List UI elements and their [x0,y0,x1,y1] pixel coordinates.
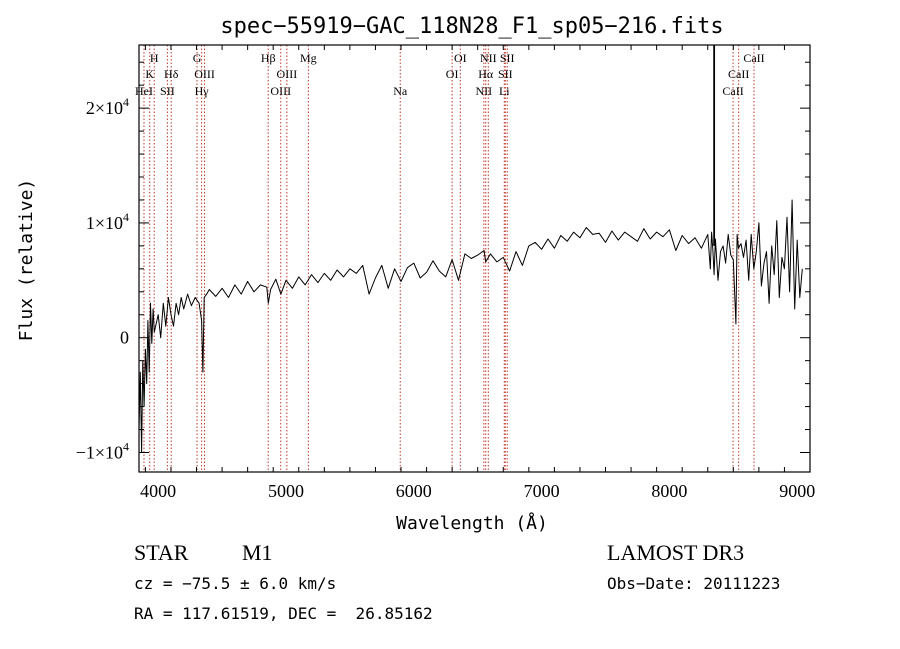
emission-line-label: OI [454,51,467,65]
emission-line-label: NII [475,84,492,98]
emission-line-label: OIII [270,84,291,98]
emission-line-label: CaII [722,84,743,98]
x-tick-label: 7000 [524,481,560,501]
emission-line-label: HeI [135,84,153,98]
x-axis-label: Wavelength (Å) [396,512,548,534]
emission-line-label: CaII [728,67,749,81]
emission-line-label: Na [393,84,408,98]
x-tick-label: 8000 [651,481,687,501]
redshift-text: cz = −75.5 ± 6.0 km/s [134,574,337,593]
y-tick-label: 1×104 [86,210,129,233]
emission-line-label: SII [160,84,175,98]
emission-line-label: Hβ [261,51,276,65]
emission-line-label: OIII [277,67,298,81]
object-class: STAR [134,540,189,565]
x-tick-label: 5000 [268,481,304,501]
emission-line-label: SII [500,51,515,65]
emission-line-markers [143,45,755,472]
y-tick-mantissa: 1×10 [86,213,123,233]
emission-line-label: Li [499,84,510,98]
object-subclass: M1 [242,540,273,565]
emission-line-label: Hα [478,67,494,81]
emission-line-label: CaII [743,51,764,65]
y-tick-label: 0 [120,328,129,348]
axis-ticks: 4000 5000 6000 7000 8000 9000−1×10401×1042×10… [76,45,815,501]
y-tick-mantissa: −1×10 [76,442,123,462]
y-tick-mantissa: 2×10 [86,98,123,118]
y-tick-exponent: 4 [123,95,129,109]
emission-line-label: OI [446,67,459,81]
spectrum-line [138,199,803,453]
emission-line-label: H [150,51,159,65]
y-tick-mantissa: 0 [120,328,129,348]
emission-line-label: K [145,67,154,81]
plot-frame [138,44,811,473]
emission-line-label: SII [498,67,513,81]
emission-line-label: Hδ [164,67,179,81]
x-tick-label: 4000 [140,481,176,501]
y-tick-exponent: 4 [123,439,129,453]
coordinates-text: RA = 117.61519, DEC = 26.85162 [134,604,433,623]
emission-line-label: Hγ [195,84,210,98]
series-layer [138,45,803,453]
y-tick-label: 2×104 [86,95,129,118]
emission-line-label: Mg [300,51,317,65]
emission-line-label: OIII [194,67,215,81]
x-tick-label: 6000 [396,481,432,501]
y-tick-exponent: 4 [123,210,129,224]
survey-name: LAMOST DR3 [607,540,745,565]
emission-line-label: G [193,51,202,65]
emission-line-label: NII [480,51,497,65]
obs-date-text: Obs−Date: 20111223 [607,574,781,593]
y-tick-label: −1×104 [76,439,129,462]
chart-title: spec−55919−GAC_118N28_F1_sp05−216.fits [220,14,723,39]
y-axis-label: Flux (relative) [16,179,37,342]
x-tick-label: 9000 [779,481,815,501]
